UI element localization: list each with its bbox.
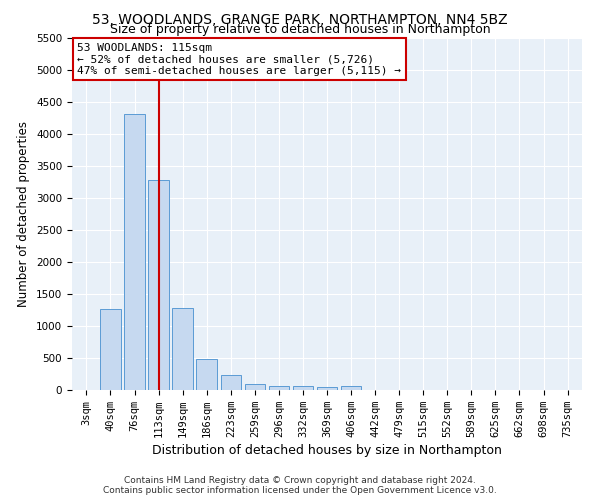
Bar [196,359,217,390]
Text: 53, WOODLANDS, GRANGE PARK, NORTHAMPTON, NN4 5BZ: 53, WOODLANDS, GRANGE PARK, NORTHAMPTON,… [92,12,508,26]
Bar [293,386,313,390]
Text: Size of property relative to detached houses in Northampton: Size of property relative to detached ho… [110,24,490,36]
X-axis label: Distribution of detached houses by size in Northampton: Distribution of detached houses by size … [152,444,502,457]
Bar [341,386,361,390]
Bar [317,387,337,390]
Text: 53 WOODLANDS: 115sqm
← 52% of detached houses are smaller (5,726)
47% of semi-de: 53 WOODLANDS: 115sqm ← 52% of detached h… [77,43,401,76]
Bar [269,386,289,390]
Bar [124,114,145,390]
Y-axis label: Number of detached properties: Number of detached properties [17,120,31,306]
Text: Contains HM Land Registry data © Crown copyright and database right 2024.
Contai: Contains HM Land Registry data © Crown c… [103,476,497,495]
Bar [100,308,121,390]
Bar [221,376,241,390]
Bar [172,308,193,390]
Bar [245,384,265,390]
Bar [148,180,169,390]
